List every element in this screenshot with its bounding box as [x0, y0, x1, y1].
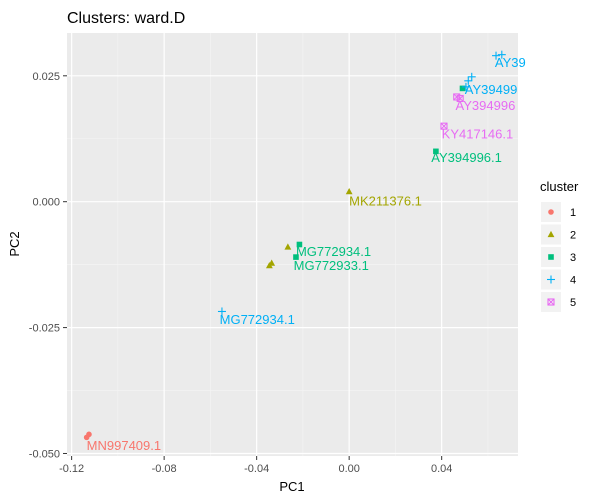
y-tick-label: 0.025: [32, 71, 60, 83]
y-axis: -0.050 -0.025 0.000 0.025: [29, 71, 67, 460]
x-axis-title: PC1: [279, 479, 304, 494]
point-label: MN997409.1: [87, 438, 161, 453]
legend-label: 3: [570, 252, 576, 264]
point-label: AY394996.1: [431, 150, 502, 165]
legend-title: cluster: [540, 179, 579, 194]
data-point-cluster-2: [268, 259, 276, 266]
data-point-cluster-5: [440, 122, 448, 130]
y-tick-label: -0.025: [29, 323, 60, 335]
data-point-cluster-5: [453, 93, 461, 101]
point-label: MG772934.1: [220, 312, 295, 327]
data-point-cluster-4: [464, 76, 473, 85]
legend-key-symbol: [548, 209, 554, 215]
x-tick-label: -0.08: [152, 463, 177, 475]
data-points: [83, 50, 506, 441]
y-tick-label: 0.000: [32, 197, 60, 209]
point-label: MG772933.1: [294, 258, 369, 273]
y-tick-label: -0.050: [29, 448, 60, 460]
grid-minor: [67, 33, 518, 456]
point-label: MK211376.1: [349, 194, 422, 209]
data-point-cluster-3: [459, 85, 466, 92]
x-tick-label: 0.00: [338, 463, 359, 475]
x-axis: -0.12 -0.08 -0.04 0.00 0.04: [59, 456, 452, 475]
data-point-cluster-4: [492, 51, 501, 60]
legend-label: 4: [570, 275, 576, 287]
point-label: MG772934.1: [296, 244, 371, 259]
point-label: AY394996: [456, 98, 516, 113]
point-labels: MN997409.1MK211376.1MG772934.1MG772933.1…: [87, 55, 526, 453]
data-point-cluster-1: [86, 431, 92, 438]
data-point-cluster-4: [497, 50, 506, 59]
legend-key-symbol: [547, 298, 555, 306]
data-point-cluster-3: [296, 241, 303, 248]
legend-label: 1: [570, 207, 576, 219]
x-tick-label: -0.12: [59, 463, 84, 475]
x-tick-label: -0.04: [244, 463, 269, 475]
plot-panel: [67, 33, 518, 456]
grid-major: [67, 33, 518, 456]
data-point-cluster-3: [293, 254, 299, 260]
data-point-cluster-2: [345, 188, 353, 195]
legend-key-symbol: [548, 254, 554, 260]
legend-key-symbol: [547, 230, 555, 238]
chart-title: Clusters: ward.D: [67, 10, 185, 27]
data-point-cluster-4: [461, 82, 470, 91]
data-point-cluster-2: [284, 243, 292, 250]
legend-key-symbol: [547, 275, 555, 284]
data-point-cluster-4: [467, 72, 476, 81]
y-axis-title: PC2: [7, 231, 22, 256]
legend-label: 5: [570, 297, 576, 309]
data-point-cluster-3: [433, 148, 439, 155]
x-tick-label: 0.04: [431, 463, 452, 475]
legend: cluster 1 2 3 4 5: [538, 179, 579, 313]
point-label: AY39499: [465, 82, 518, 97]
legend-label: 2: [570, 230, 576, 242]
point-label: AY39: [495, 55, 526, 70]
data-point-cluster-4: [217, 307, 226, 316]
point-label: KY417146.1: [442, 127, 514, 142]
